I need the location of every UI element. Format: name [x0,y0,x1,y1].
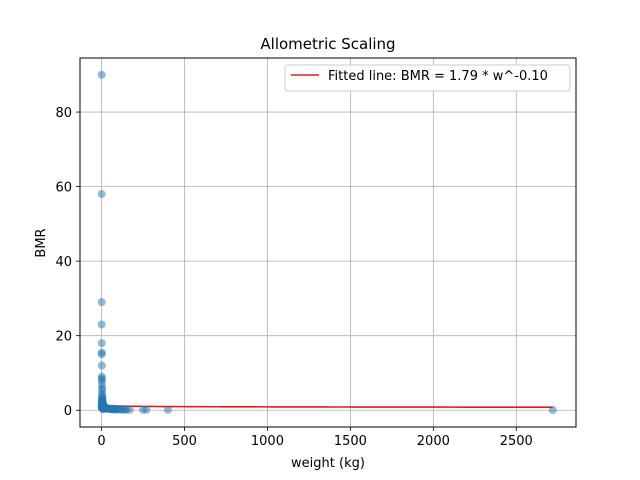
x-tick-label: 1500 [334,434,367,449]
scatter-point [97,339,106,348]
y-tick-label: 80 [55,106,72,121]
x-tick-label: 500 [172,434,197,449]
grid [80,58,576,427]
scatter-point [548,406,557,415]
scatter-point [125,405,134,414]
x-axis-ticks: 0 500 1000 1500 2000 2500 [97,427,533,449]
x-tick-label: 2000 [417,434,450,449]
x-axis-label: weight (kg) [291,456,365,471]
y-axis-ticks: 0 20 40 60 80 [55,106,80,419]
y-tick-label: 0 [64,404,72,419]
chart-title: Allometric Scaling [260,35,395,53]
legend-label: Fitted line: BMR = 1.79 * w^-0.10 [328,69,548,84]
scatter-point [97,320,106,329]
scatter-points [97,70,557,415]
legend-box [284,64,571,92]
scatter-point [97,350,106,359]
plot-frame [79,57,577,428]
x-tick-label: 0 [97,434,105,449]
scatter-point [97,70,106,79]
y-tick-label: 20 [55,330,72,345]
y-tick-label: 40 [55,255,72,270]
scatter-point [97,298,106,307]
x-tick-label: 1000 [251,434,284,449]
legend: Fitted line: BMR = 1.79 * w^-0.10 [284,64,571,92]
scatter-point [142,405,151,414]
x-tick-label: 2500 [500,434,533,449]
scatter-point [163,405,172,414]
scatter-point [100,404,109,413]
scatter-point [97,361,106,370]
y-axis-label: BMR [34,228,49,257]
scatter-point [97,190,106,199]
y-tick-label: 60 [55,181,72,196]
